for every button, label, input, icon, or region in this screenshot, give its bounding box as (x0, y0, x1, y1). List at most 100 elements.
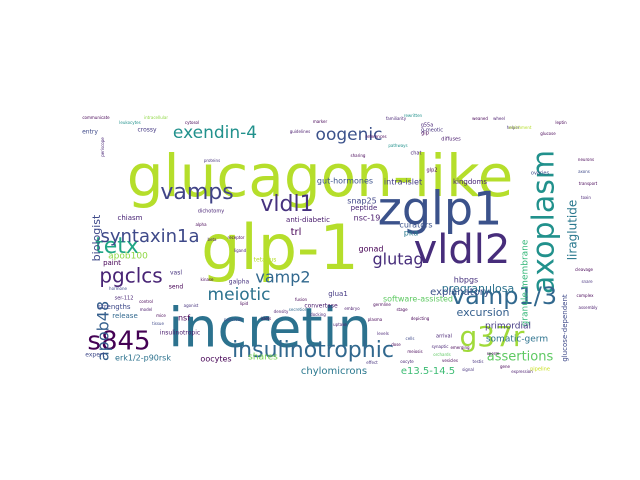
word-glucose: glucose (540, 131, 556, 136)
word-familiarity: familiarity (386, 116, 407, 121)
word-peptide: peptide (351, 204, 378, 212)
word-vldl1: vldl1 (260, 192, 313, 217)
word-s845: s845 (87, 327, 150, 357)
word-send: send (169, 284, 184, 291)
word-leukocytes: leukocytes (119, 120, 140, 125)
word-neurons: neurons (578, 157, 594, 162)
word-shares: shares (248, 353, 278, 363)
word-tetx: tetx (95, 234, 139, 259)
word-docking: docking (310, 312, 326, 317)
word-incretin: incretin (168, 297, 372, 360)
word-vamp2: vamp2 (255, 268, 310, 287)
word-cleavage: cleavage (575, 267, 594, 272)
word-glp2: glp2 (427, 168, 438, 174)
word-plasma: plasma (368, 317, 383, 322)
word-secretion: secretion (289, 307, 308, 312)
word-vldl2: vldl2 (414, 227, 511, 273)
word-ser-112: ser-112 (115, 296, 134, 302)
word-testis: testis (473, 359, 484, 364)
word-rewritten: rewritten (404, 113, 423, 118)
word-assertions: assertions (487, 350, 554, 365)
word-hbpgs: hbpgs (454, 276, 478, 285)
word-pgclcs: pgclcs (99, 264, 162, 288)
word-paint: paint (103, 259, 121, 267)
word-arrival: arrival (436, 334, 452, 340)
word-assembly: assembly (579, 305, 599, 310)
word-g55a: g55a (421, 123, 434, 129)
word-dose: dose (391, 342, 401, 347)
word-communicate: communicate (82, 115, 110, 120)
word-periscope: periscope (100, 137, 105, 157)
word-leptin: leptin (555, 120, 567, 125)
word-agonist: agonist (184, 303, 199, 308)
word-meiosis: meiosis (407, 349, 422, 354)
word-embryo: embryo (344, 306, 360, 311)
word-transport: transport (579, 181, 598, 186)
word-sperm: sperm (487, 351, 500, 356)
word-oocyte: oocyte (400, 359, 414, 364)
word-excursion: excursion (457, 306, 510, 319)
word-vesicles: vesicles (442, 358, 458, 363)
word-guidelines: guidelines (290, 129, 311, 134)
word-exendin-4: exendin-4 (173, 123, 257, 143)
word-axoplasm: axoplasm (527, 150, 562, 294)
word-intracellular: intracellular (144, 115, 168, 120)
word-ovaries: ovaries (531, 171, 550, 177)
word-toxin: toxin (581, 195, 591, 200)
word-enrichment: enrichment (509, 125, 532, 130)
word-glucagon-like: glucagon-like (127, 142, 514, 210)
word-chiasm: chiasm (118, 214, 143, 222)
word-expert: expert (85, 352, 105, 359)
word-emerging: emerging (450, 345, 470, 350)
word-proteins: proteins (204, 158, 220, 163)
word-germline: germline (373, 302, 391, 307)
word-axons: axons (578, 169, 590, 174)
word-anti-diabetic: anti-diabetic (286, 216, 330, 224)
word-uptake: uptake (333, 322, 347, 327)
word-insulinotropic: insulinotropic (160, 330, 200, 337)
word-apob100: apob100 (108, 252, 148, 262)
word-pancreas: pancreas (224, 317, 242, 322)
word-cytosol: cytosol (185, 120, 199, 125)
word-dichotomy: dichotomy (198, 209, 224, 215)
word-gene: gene (500, 364, 511, 369)
word-insulinotrophic: insulinotrophic (232, 338, 394, 363)
word-nsc-19: nsc-19 (354, 214, 381, 223)
word-glutag: glutag (373, 250, 424, 269)
word-complex: complex (577, 293, 595, 298)
word-hormone: hormone (109, 286, 127, 291)
word-snare: snare (581, 279, 593, 284)
word-crossy: crossy (137, 127, 157, 134)
word-orchards: orchards (433, 352, 450, 357)
word-weaned: weaned (472, 116, 488, 121)
word-pka: pka (404, 229, 419, 238)
word-pathways: pathways (388, 143, 407, 148)
word-erk1-2-p90rsk: erk1/2-p90rsk (115, 354, 171, 363)
word-biologist: biologist (90, 214, 103, 261)
word-depicting: depicting (411, 316, 430, 321)
word-strengths: strengths (97, 303, 130, 311)
word-sharing: sharing (351, 153, 366, 158)
word-galpha: galpha (229, 279, 250, 286)
word-pipeline: pipeline (530, 367, 550, 373)
word-syntaxin1a: syntaxin1a (100, 226, 199, 247)
word-levels: levels (377, 331, 389, 336)
word-effect: effect (366, 360, 378, 365)
word-lipid: lipid (240, 301, 249, 306)
word-signal: signal (462, 367, 474, 372)
word-g37r: g37r (460, 320, 525, 353)
word-oocytes: oocytes (200, 355, 231, 364)
word-beta: beta (207, 237, 217, 242)
word-expression: expression (511, 369, 533, 374)
word-intra-islet: intra-islet (384, 178, 422, 187)
word-islets: islets (261, 316, 271, 321)
word-meiotic: meiotic (208, 285, 271, 305)
word-curators: curators (399, 221, 432, 230)
word-receptor: receptor (228, 235, 245, 240)
word-control: control (139, 299, 153, 304)
word-synaptic: synaptic (432, 344, 449, 349)
word-vasl: vasl (170, 270, 182, 277)
word-g-meotic: g-meotic (421, 128, 443, 134)
word-gut-hormones: gut-hormones (317, 177, 373, 186)
word-software-assisted: software-assisted (383, 295, 453, 304)
